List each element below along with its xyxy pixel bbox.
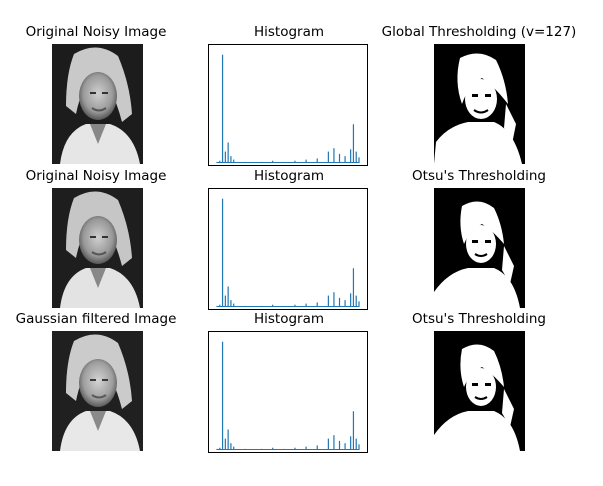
image-title-2: Original Noisy Image <box>25 168 167 184</box>
histogram-2 <box>208 188 368 310</box>
thresh-title-2: Otsu's Thresholding <box>412 168 546 184</box>
noisy-image-1 <box>52 44 143 164</box>
otsu-threshold-image-2 <box>434 331 525 451</box>
global-threshold-image <box>434 44 525 164</box>
histogram-1 <box>208 44 368 166</box>
hist-title-1: Histogram <box>253 24 325 40</box>
thresh-title-3: Otsu's Thresholding <box>412 311 546 327</box>
thresh-title-1: Global Thresholding (v=127) <box>381 24 577 40</box>
gaussian-filtered-image <box>52 331 143 451</box>
image-title-3: Gaussian filtered Image <box>15 311 177 327</box>
otsu-threshold-image-1 <box>434 188 525 308</box>
hist-title-3: Histogram <box>253 311 325 327</box>
image-title-1: Original Noisy Image <box>25 24 167 40</box>
noisy-image-2 <box>52 188 143 308</box>
hist-title-2: Histogram <box>253 168 325 184</box>
histogram-3 <box>208 331 368 453</box>
